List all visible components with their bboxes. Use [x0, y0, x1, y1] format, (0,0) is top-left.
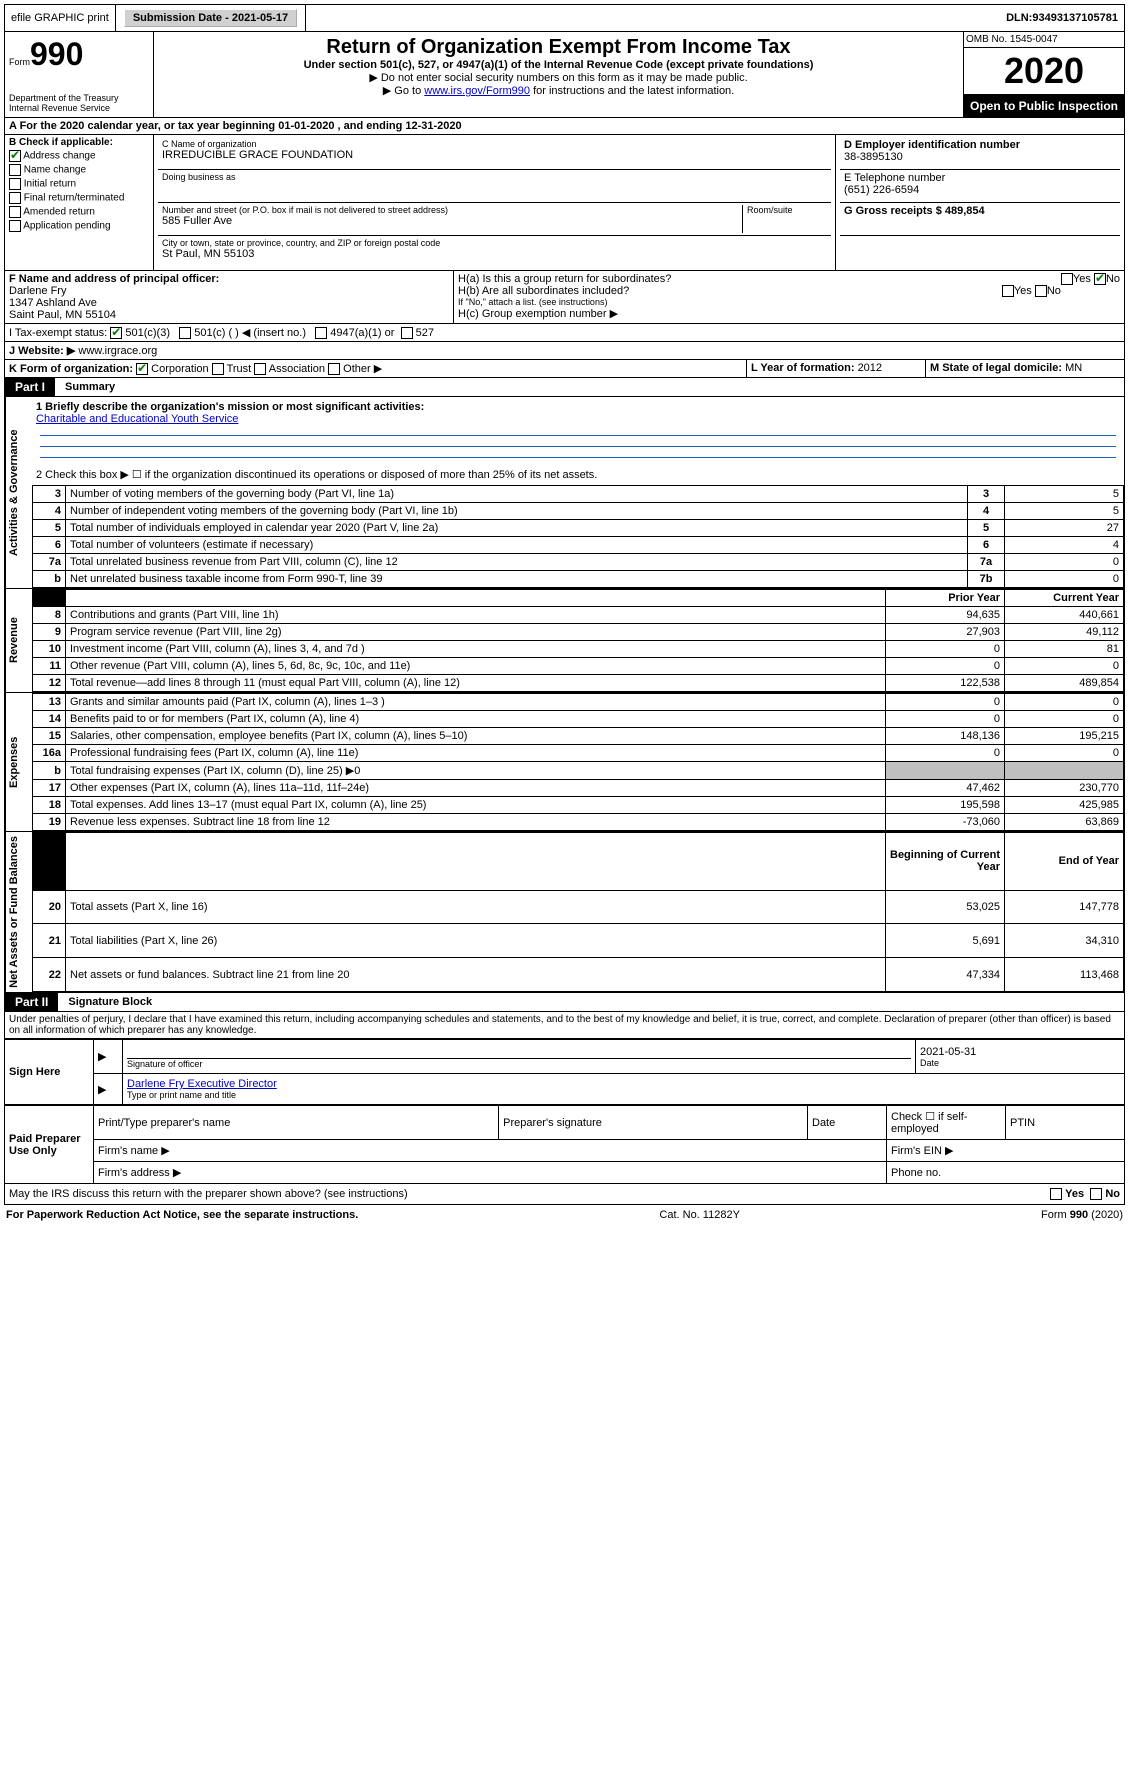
- mission-text: Charitable and Educational Youth Service: [36, 413, 238, 425]
- return-subtitle: Under section 501(c), 527, or 4947(a)(1)…: [158, 59, 959, 71]
- table-row: 18Total expenses. Add lines 13–17 (must …: [33, 797, 1124, 814]
- section-b: B Check if applicable: Address change Na…: [5, 135, 154, 270]
- part1-header: Part I Summary: [4, 378, 1125, 397]
- signature-date: 2021-05-31: [920, 1046, 1120, 1058]
- ein-value: 38-3895130: [844, 151, 1116, 163]
- top-bar: efile GRAPHIC print Submission Date - 20…: [4, 4, 1125, 32]
- table-row: 16aProfessional fundraising fees (Part I…: [33, 745, 1124, 762]
- perjury-declaration: Under penalties of perjury, I declare th…: [4, 1012, 1125, 1039]
- table-row: bNet unrelated business taxable income f…: [33, 571, 1124, 588]
- paid-preparer-table: Paid Preparer Use Only Print/Type prepar…: [4, 1105, 1125, 1184]
- table-row: 8Contributions and grants (Part VIII, li…: [33, 607, 1124, 624]
- table-row: 6Total number of volunteers (estimate if…: [33, 537, 1124, 554]
- table-row: 22Net assets or fund balances. Subtract …: [33, 958, 1124, 992]
- phone-value: (651) 226-6594: [844, 184, 1116, 196]
- submission-cell: Submission Date - 2021-05-17: [116, 5, 306, 31]
- fh-row: F Name and address of principal officer:…: [4, 271, 1125, 324]
- form-number: 990: [30, 36, 83, 72]
- table-row: 21Total liabilities (Part X, line 26)5,6…: [33, 924, 1124, 958]
- table-row: 13Grants and similar amounts paid (Part …: [33, 694, 1124, 711]
- officer-name-title: Darlene Fry Executive Director: [127, 1078, 1120, 1090]
- discuss-row: May the IRS discuss this return with the…: [4, 1184, 1125, 1205]
- table-row: 5Total number of individuals employed in…: [33, 520, 1124, 537]
- efile-label: efile GRAPHIC print: [5, 5, 116, 31]
- klm-row: K Form of organization: Corporation Trus…: [4, 360, 1125, 378]
- section-f: F Name and address of principal officer:…: [5, 271, 454, 323]
- table-row: 7aTotal unrelated business revenue from …: [33, 554, 1124, 571]
- cb-amended[interactable]: Amended return: [9, 206, 149, 218]
- section-i-row: I Tax-exempt status: 501(c)(3) 501(c) ( …: [4, 324, 1125, 342]
- title-cell: Return of Organization Exempt From Incom…: [154, 32, 964, 118]
- table-row: bTotal fundraising expenses (Part IX, co…: [33, 762, 1124, 780]
- dept-label: Department of the Treasury Internal Reve…: [9, 93, 149, 113]
- revenue-table: Prior YearCurrent Year8Contributions and…: [32, 589, 1124, 692]
- cb-final-return[interactable]: Final return/terminated: [9, 192, 149, 204]
- tax-year: 2020: [964, 48, 1124, 95]
- governance-table: 3Number of voting members of the governi…: [32, 485, 1124, 588]
- table-row: 19Revenue less expenses. Subtract line 1…: [33, 814, 1124, 831]
- paid-preparer-label: Paid Preparer Use Only: [5, 1106, 94, 1184]
- activities-governance-section: Activities & Governance 1 Briefly descri…: [4, 397, 1125, 589]
- table-row: 15Salaries, other compensation, employee…: [33, 728, 1124, 745]
- table-row: 4Number of independent voting members of…: [33, 503, 1124, 520]
- vert-label-revenue: Revenue: [5, 589, 32, 692]
- expenses-section: Expenses 13Grants and similar amounts pa…: [4, 693, 1125, 832]
- note-link: ▶ Go to www.irs.gov/Form990 for instruct…: [158, 84, 959, 97]
- part2-header: Part II Signature Block: [4, 993, 1125, 1012]
- cb-app-pending[interactable]: Application pending: [9, 220, 149, 232]
- return-title: Return of Organization Exempt From Incom…: [158, 36, 959, 59]
- netassets-section: Net Assets or Fund Balances Beginning of…: [4, 832, 1125, 993]
- form-id-cell: Form990 Department of the Treasury Inter…: [5, 32, 154, 118]
- table-row: 14Benefits paid to or for members (Part …: [33, 711, 1124, 728]
- vert-label-ag: Activities & Governance: [5, 397, 32, 588]
- website-value: www.irgrace.org: [78, 345, 157, 357]
- expenses-table: 13Grants and similar amounts paid (Part …: [32, 693, 1124, 831]
- bcd-row: B Check if applicable: Address change Na…: [4, 135, 1125, 271]
- sign-here-label: Sign Here: [5, 1040, 94, 1105]
- period-row: A For the 2020 calendar year, or tax yea…: [4, 118, 1125, 135]
- gross-receipts: 489,854: [945, 205, 985, 217]
- right-header-cell: OMB No. 1545-0047 2020 Open to Public In…: [964, 32, 1124, 118]
- section-j-row: J Website: ▶ www.irgrace.org: [4, 342, 1125, 360]
- cb-address-change[interactable]: Address change: [9, 150, 149, 162]
- cb-initial-return[interactable]: Initial return: [9, 178, 149, 190]
- table-row: 10Investment income (Part VIII, column (…: [33, 641, 1124, 658]
- table-row: 20Total assets (Part X, line 16)53,02514…: [33, 890, 1124, 924]
- table-row: 3Number of voting members of the governi…: [33, 486, 1124, 503]
- vert-label-expenses: Expenses: [5, 693, 32, 831]
- table-row: 12Total revenue—add lines 8 through 11 (…: [33, 675, 1124, 692]
- table-row: 9Program service revenue (Part VIII, lin…: [33, 624, 1124, 641]
- inspection-badge: Open to Public Inspection: [964, 95, 1124, 117]
- sign-here-table: Sign Here ▶ Signature of officer 2021-05…: [4, 1039, 1125, 1105]
- cb-name-change[interactable]: Name change: [9, 164, 149, 176]
- footer: For Paperwork Reduction Act Notice, see …: [4, 1205, 1125, 1225]
- street-address: 585 Fuller Ave: [162, 215, 742, 227]
- netassets-table: Beginning of Current YearEnd of Year20To…: [32, 832, 1124, 992]
- section-h: H(a) Is this a group return for subordin…: [454, 271, 1124, 323]
- table-row: 17Other expenses (Part IX, column (A), l…: [33, 780, 1124, 797]
- dln-cell: DLN: 93493137105781: [1000, 5, 1124, 31]
- note-ssn: ▶ Do not enter social security numbers o…: [158, 71, 959, 84]
- submission-button[interactable]: Submission Date - 2021-05-17: [124, 9, 297, 27]
- revenue-section: Revenue Prior YearCurrent Year8Contribut…: [4, 589, 1125, 693]
- city-state-zip: St Paul, MN 55103: [162, 248, 827, 260]
- section-deg: D Employer identification number 38-3895…: [836, 135, 1124, 270]
- omb-number: OMB No. 1545-0047: [964, 32, 1124, 48]
- irs-link[interactable]: www.irs.gov/Form990: [424, 85, 530, 97]
- table-row: 11Other revenue (Part VIII, column (A), …: [33, 658, 1124, 675]
- form-header: Form990 Department of the Treasury Inter…: [4, 32, 1125, 118]
- vert-label-netassets: Net Assets or Fund Balances: [5, 832, 32, 992]
- section-c: C Name of organization IRREDUCIBLE GRACE…: [154, 135, 836, 270]
- org-name: IRREDUCIBLE GRACE FOUNDATION: [162, 149, 827, 161]
